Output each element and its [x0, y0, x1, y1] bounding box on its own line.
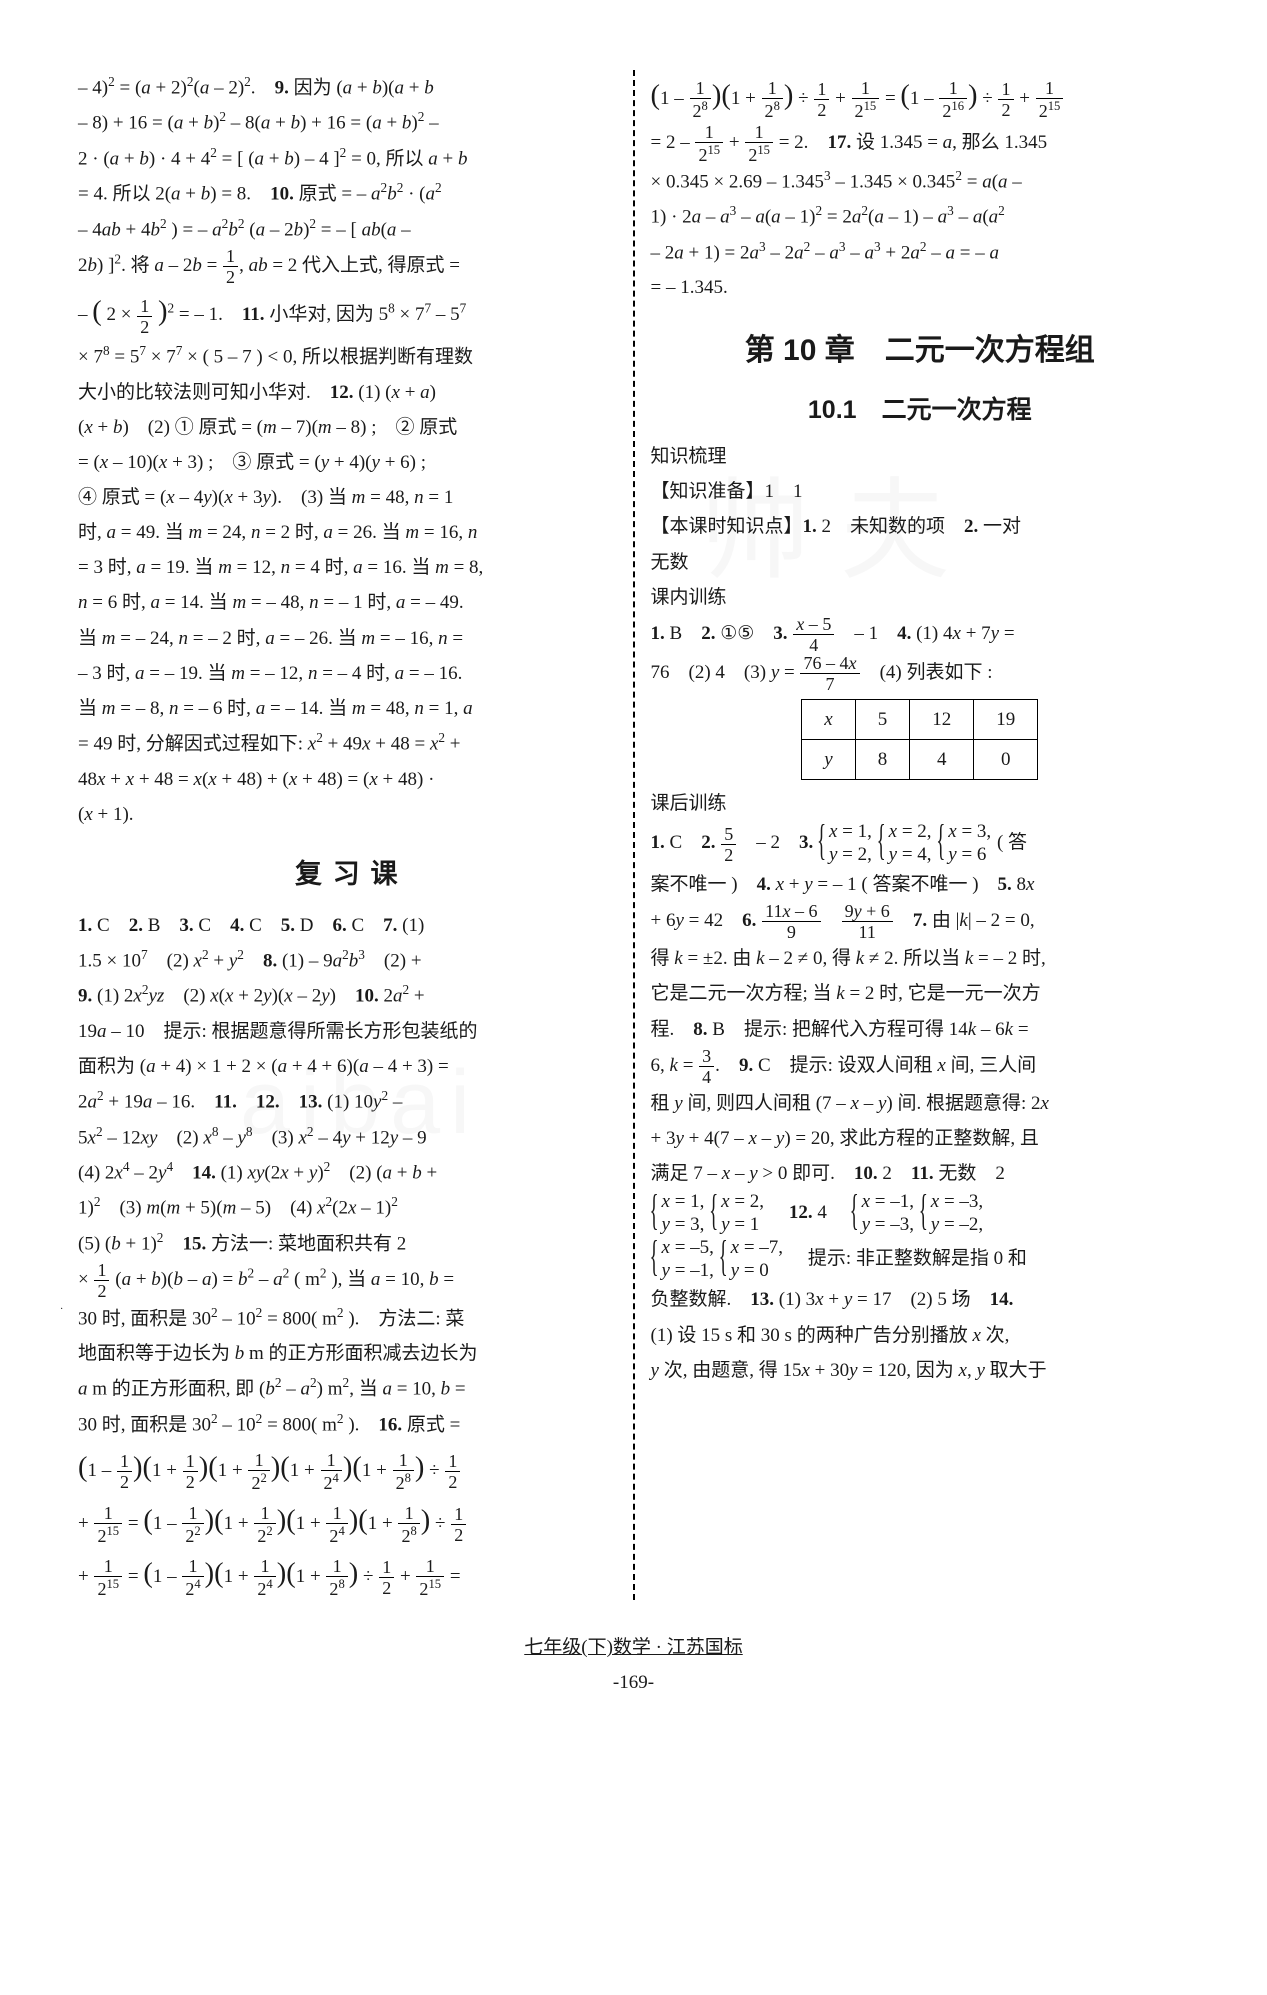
body-line: (1 – 12)(1 + 12)(1 + 122)(1 + 124)(1 + 1… — [78, 1442, 617, 1495]
body-line: y 次, 由题意, 得 15x + 30y = 120, 因为 x, y 取大于 — [651, 1353, 1190, 1388]
body-line: a m 的正方形面积, 即 (b2 – a2) m2, 当 a = 10, b … — [78, 1371, 617, 1406]
body-line: (x + 1). — [78, 797, 617, 832]
body-line: ④ 原式 = (x – 4y)(x + 3y). (3) 当 m = 48, n… — [78, 480, 617, 515]
page-number: -169- — [613, 1672, 654, 1693]
body-line: 2b) ]2. 将 a – 2b = 12, ab = 2 代入上式, 得原式 … — [78, 247, 617, 286]
body-line: 1. C 2. B 3. C 4. C 5. D 6. C 7. (1) — [78, 908, 617, 943]
body-line: × 0.345 × 2.69 – 1.3453 – 1.345 × 0.3452… — [651, 164, 1190, 199]
body-line: 它是二元一次方程; 当 k = 2 时, 它是一元一次方 — [651, 976, 1190, 1011]
table-cell: x — [802, 700, 855, 740]
table-row: x 5 12 19 — [802, 700, 1038, 740]
body-line: 1. B 2. ①⑤ 3. x – 54 – 1 4. (1) 4x + 7y … — [651, 615, 1190, 654]
two-column-layout: – 4)2 = (a + 2)2(a – 2)2. 9. 因为 (a + b)(… — [78, 70, 1189, 1600]
data-table: x 5 12 19 y 8 4 0 — [801, 699, 1038, 780]
body-line: = (x – 10)(x + 3) ; ③ 原式 = (y + 4)(y + 6… — [78, 445, 617, 480]
body-line: 【本课时知识点】1. 2 未知数的项 2. 一对 — [651, 509, 1190, 544]
body-line: 48x + x + 48 = x(x + 48) + (x + 48) = (x… — [78, 762, 617, 797]
body-line: 负整数解. 13. (1) 3x + y = 17 (2) 5 场 14. — [651, 1282, 1190, 1317]
body-line: 5x2 – 12xy (2) x8 – y8 (3) x2 – 4y + 12y… — [78, 1120, 617, 1155]
body-line: – 4ab + 4b2 ) = – a2b2 (a – 2b)2 = – [ a… — [78, 212, 617, 247]
body-line: 1)2 (3) m(m + 5)(m – 5) (4) x2(2x – 1)2 — [78, 1190, 617, 1225]
body-line: 程. 8. B 提示: 把解代入方程可得 14k – 6k = — [651, 1012, 1190, 1047]
body-line: = 2 – 1215 + 1215 = 2. 17. 设 1.345 = a, … — [651, 123, 1190, 164]
table-cell: 8 — [855, 740, 910, 780]
section-heading: 10.1 二元一次方程 — [651, 387, 1190, 433]
body-line: 30 时, 面积是 302 – 102 = 800( m2 ). 16. 原式 … — [78, 1407, 617, 1442]
footer-title: 七年级(下)数学 · 江苏国标 — [78, 1630, 1189, 1665]
body-line: 6, k = 34. 9. C 提示: 设双人间租 x 间, 三人间 — [651, 1047, 1190, 1086]
body-line: 1. C 2. 52 – 2 3. x = 1,y = 2, x = 2,y =… — [651, 821, 1190, 867]
body-line: 2 · (a + b) · 4 + 42 = [ (a + b) – 4 ]2 … — [78, 141, 617, 176]
table-cell: y — [802, 740, 855, 780]
body-line: = – 1.345. — [651, 270, 1190, 305]
body-line: – ( 2 × 12 )2 = – 1. 11. 小华对, 因为 58 × 77… — [78, 286, 617, 339]
in-class-label: 课内训练 — [651, 580, 1190, 615]
table-cell: 0 — [974, 740, 1038, 780]
chapter-heading: 第 10 章 二元一次方程组 — [651, 323, 1190, 379]
table-cell: 12 — [910, 700, 974, 740]
body-line: + 1215 = (1 – 122)(1 + 122)(1 + 124)(1 +… — [78, 1495, 617, 1548]
page-footer: 七年级(下)数学 · 江苏国标 -169- — [78, 1630, 1189, 1700]
body-line: 大小的比较法则可知小华对. 12. (1) (x + a) — [78, 375, 617, 410]
body-line: + 6y = 42 6. 11x – 69 9y + 611 7. 由 |k| … — [651, 902, 1190, 941]
body-line: × 78 = 57 × 77 × ( 5 – 7 ) < 0, 所以根据判断有理… — [78, 339, 617, 374]
knowledge-label: 知识梳理 — [651, 439, 1190, 474]
table-cell: 19 — [974, 700, 1038, 740]
body-line: 当 m = – 24, n = – 2 时, a = – 26. 当 m = –… — [78, 621, 617, 656]
table-cell: 4 — [910, 740, 974, 780]
table-row: y 8 4 0 — [802, 740, 1038, 780]
body-line: (4) 2x4 – 2y4 14. (1) xy(2x + y)2 (2) (a… — [78, 1155, 617, 1190]
body-line: – 8) + 16 = (a + b)2 – 8(a + b) + 16 = (… — [78, 105, 617, 140]
body-line: (1 – 128)(1 + 128) ÷ 12 + 1215 = (1 – 12… — [651, 70, 1190, 123]
body-line: ·30 时, 面积是 302 – 102 = 800( m2 ). 方法二: 菜 — [78, 1301, 617, 1336]
body-line: = 4. 所以 2(a + b) = 8. 10. 原式 = – a2b2 · … — [78, 176, 617, 211]
body-line: (1) 设 15 s 和 30 s 的两种广告分别播放 x 次, — [651, 1318, 1190, 1353]
body-line: 当 m = – 8, n = – 6 时, a = – 14. 当 m = 48… — [78, 691, 617, 726]
body-line: – 4)2 = (a + 2)2(a – 2)2. 9. 因为 (a + b)(… — [78, 70, 617, 105]
body-line: 9. (1) 2x2yz (2) x(x + 2y)(x – 2y) 10. 2… — [78, 978, 617, 1013]
left-column: – 4)2 = (a + 2)2(a – 2)2. 9. 因为 (a + b)(… — [78, 70, 633, 1600]
body-line: 租 y 间, 则四人间租 (7 – x – y) 间. 根据题意得: 2x — [651, 1086, 1190, 1121]
right-column: (1 – 128)(1 + 128) ÷ 12 + 1215 = (1 – 12… — [635, 70, 1190, 1600]
body-line: n = 6 时, a = 14. 当 m = – 48, n = – 1 时, … — [78, 585, 617, 620]
body-line: 时, a = 49. 当 m = 24, n = 2 时, a = 26. 当 … — [78, 515, 617, 550]
body-line: x = 1,y = 3, x = 2,y = 1 12. 4 x = –1,y … — [651, 1191, 1190, 1237]
body-line: 得 k = ±2. 由 k – 2 ≠ 0, 得 k ≠ 2. 所以当 k = … — [651, 941, 1190, 976]
body-line: = 3 时, a = 19. 当 m = 12, n = 4 时, a = 16… — [78, 550, 617, 585]
body-line: 2a2 + 19a – 16. 11. 12. 13. (1) 10y2 – — [78, 1084, 617, 1119]
page: 帅夫 aibai – 4)2 = (a + 2)2(a – 2)2. 9. 因为… — [0, 0, 1267, 1995]
body-line: (x + b) (2) ① 原式 = (m – 7)(m – 8) ; ② 原式 — [78, 410, 617, 445]
body-line: 19a – 10 提示: 根据题意得所需长方形包装纸的 — [78, 1014, 617, 1049]
body-line: = 49 时, 分解因式过程如下: x2 + 49x + 48 = x2 + — [78, 726, 617, 761]
table-cell: 5 — [855, 700, 910, 740]
body-line: + 1215 = (1 – 124)(1 + 124)(1 + 128) ÷ 1… — [78, 1548, 617, 1601]
body-line: 地面积等于边长为 b m 的正方形面积减去边长为 — [78, 1336, 617, 1371]
body-line: – 2a + 1) = 2a3 – 2a2 – a3 – a3 + 2a2 – … — [651, 235, 1190, 270]
after-class-label: 课后训练 — [651, 786, 1190, 821]
body-line: 面积为 (a + 4) × 1 + 2 × (a + 4 + 6)(a – 4 … — [78, 1049, 617, 1084]
body-line: 无数 — [651, 545, 1190, 580]
body-line: 1.5 × 107 (2) x2 + y2 8. (1) – 9a2b3 (2)… — [78, 943, 617, 978]
body-line: 76 (2) 4 (3) y = 76 – 4x7 (4) 列表如下 : — [651, 654, 1190, 693]
body-line: + 3y + 4(7 – x – y) = 20, 求此方程的正整数解, 且 — [651, 1121, 1190, 1156]
body-line: (5) (b + 1)2 15. 方法一: 菜地面积共有 2 — [78, 1226, 617, 1261]
body-line: 案不唯一 ) 4. x + y = – 1 ( 答案不唯一 ) 5. 8x — [651, 867, 1190, 902]
body-line: × 12 (a + b)(b – a) = b2 – a2 ( m2 ), 当 … — [78, 1261, 617, 1300]
body-line: 满足 7 – x – y > 0 即可. 10. 2 11. 无数 2 — [651, 1156, 1190, 1191]
body-line: 【知识准备】1 1 — [651, 474, 1190, 509]
body-line: 1) · 2a – a3 – a(a – 1)2 = 2a2(a – 1) – … — [651, 199, 1190, 234]
review-heading: 复 习 课 — [78, 850, 617, 900]
body-line: x = –5,y = –1, x = –7,y = 0 提示: 非正整数解是指 … — [651, 1237, 1190, 1283]
body-line: – 3 时, a = – 19. 当 m = – 12, n = – 4 时, … — [78, 656, 617, 691]
